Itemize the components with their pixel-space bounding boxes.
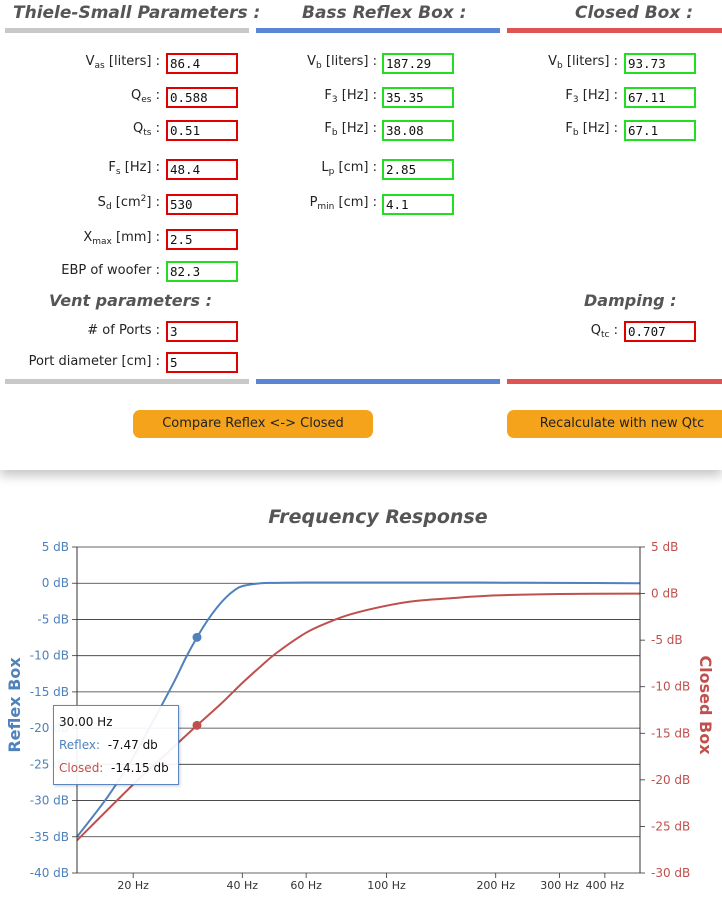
qts-label: Qts : bbox=[133, 121, 160, 138]
y-left-tick-label: -5 dB bbox=[37, 612, 69, 626]
y-right-tick-label: -25 dB bbox=[651, 819, 690, 833]
bass-reflex-title: Bass Reflex Box : bbox=[302, 3, 467, 23]
tooltip-reflex-value: -7.47 db bbox=[107, 738, 158, 752]
vas-input[interactable]: 86.4 bbox=[166, 53, 238, 74]
reflex-f3-label: F3 [Hz] : bbox=[324, 88, 377, 105]
y-left-tick-label: -10 dB bbox=[30, 649, 69, 663]
y-right-tick-label: 0 dB bbox=[651, 587, 678, 601]
y-right-tick-label: 5 dB bbox=[651, 540, 678, 554]
chart-svg: 5 dB 0 dB -5 dB -10 dB -15 dB -20 dB -25 dB -30… bbox=[5, 506, 715, 892]
ebp-label: EBP of woofer : bbox=[61, 263, 160, 278]
pmin-output: 4.1 bbox=[382, 194, 454, 215]
pmin-label: Pmin [cm] : bbox=[309, 195, 377, 212]
reflex-f3-output: 35.35 bbox=[382, 87, 454, 108]
x-tick-label: 100 Hz bbox=[367, 879, 406, 892]
x-tick-label: 40 Hz bbox=[227, 879, 259, 892]
reflex-fb-output: 38.08 bbox=[382, 120, 454, 141]
closed-f3-output: 67.11 bbox=[624, 87, 696, 108]
tooltip-frequency: 30.00 Hz bbox=[59, 715, 113, 729]
frequency-response-chart: 5 dB 0 dB -5 dB -10 dB -15 dB -20 dB -25 dB -30… bbox=[0, 495, 722, 907]
parameters-panel: Thiele-Small Parameters : Bass Reflex Bo… bbox=[5, 3, 722, 438]
vent-parameters-title: Vent parameters : bbox=[49, 291, 213, 310]
thiele-small-title: Thiele-Small Parameters : bbox=[13, 3, 261, 23]
tooltip-closed-value: -14.15 db bbox=[111, 761, 169, 775]
x-tick-label: 20 Hz bbox=[117, 879, 149, 892]
tooltip-reflex-label: Reflex: bbox=[59, 738, 101, 752]
y-left-tick-label: -35 dB bbox=[30, 830, 69, 844]
y-right-tick-label: -15 dB bbox=[651, 726, 690, 740]
y-axis-right-label: Closed Box bbox=[696, 655, 715, 755]
damping-title: Damping : bbox=[584, 291, 677, 310]
lp-label: Lp [cm] : bbox=[321, 160, 377, 177]
vas-label: Vas [liters] : bbox=[85, 54, 160, 71]
reflex-fb-label: Fb [Hz] : bbox=[324, 121, 377, 138]
x-tick-label: 400 Hz bbox=[586, 879, 625, 892]
qtc-input[interactable]: 0.707 bbox=[624, 321, 696, 342]
fs-label: Fs [Hz] : bbox=[108, 160, 160, 177]
reflex-divider bbox=[256, 28, 500, 33]
y-left-tick-label: -15 dB bbox=[30, 685, 69, 699]
lp-output: 2.85 bbox=[382, 159, 454, 180]
tooltip-closed-label: Closed: bbox=[59, 761, 104, 775]
highlight-point-reflex bbox=[192, 632, 202, 642]
qts-input[interactable]: 0.51 bbox=[166, 120, 238, 141]
series-line-closed bbox=[76, 592, 641, 842]
closed-vb-label: Vb [liters] : bbox=[548, 54, 618, 71]
ebp-output: 82.3 bbox=[166, 261, 238, 282]
closed-f3-label: F3 [Hz] : bbox=[565, 88, 618, 105]
chart-tooltip: 30.00 Hz Reflex: -7.47 db Closed: -14.15… bbox=[53, 705, 179, 785]
chart-title: Frequency Response bbox=[268, 506, 487, 528]
y-left-tick-label: 0 dB bbox=[42, 576, 69, 590]
y-right-tick-label: -5 dB bbox=[651, 633, 683, 647]
x-tick-label: 200 Hz bbox=[476, 879, 515, 892]
recalculate-button[interactable]: Recalculate with new Qtc bbox=[507, 410, 722, 438]
tooltip-closed-row: Closed: -14.15 db bbox=[59, 761, 169, 775]
closed-box-title: Closed Box : bbox=[575, 3, 694, 23]
fs-input[interactable]: 48.4 bbox=[166, 159, 238, 180]
closed-fb-label: Fb [Hz] : bbox=[565, 121, 618, 138]
y-right-tick-label: -10 dB bbox=[651, 680, 690, 694]
closed-vb-output: 93.73 bbox=[624, 53, 696, 74]
y-left-tick-label: -40 dB bbox=[30, 866, 69, 880]
highlight-point-closed bbox=[192, 720, 202, 730]
reflex-vb-label: Vb [liters] : bbox=[307, 54, 377, 71]
closed-bottom-divider bbox=[507, 379, 722, 384]
y-left-tick-label: 5 dB bbox=[42, 540, 69, 554]
sd-input[interactable]: 530 bbox=[166, 194, 238, 215]
thiele-bottom-divider bbox=[5, 379, 249, 384]
y-right-tick-label: -30 dB bbox=[651, 866, 690, 880]
reflex-bottom-divider bbox=[256, 379, 500, 384]
thiele-divider bbox=[5, 28, 249, 33]
ports-label: # of Ports : bbox=[87, 323, 160, 338]
qtc-label: Qtc : bbox=[590, 323, 618, 340]
reflex-vb-output: 187.29 bbox=[382, 53, 454, 74]
xmax-label: Xmax [mm] : bbox=[83, 230, 160, 247]
closed-fb-output: 67.1 bbox=[624, 120, 696, 141]
sd-label: Sd [cm2] : bbox=[97, 194, 160, 212]
x-tick-label: 60 Hz bbox=[290, 879, 322, 892]
ports-input[interactable]: 3 bbox=[166, 321, 238, 342]
y-left-tick-label: -30 dB bbox=[30, 794, 69, 808]
compare-button[interactable]: Compare Reflex <-> Closed bbox=[133, 410, 373, 438]
y-right-tick-label: -20 dB bbox=[651, 773, 690, 787]
qes-input[interactable]: 0.588 bbox=[166, 87, 238, 108]
y-axis-left-label: Reflex Box bbox=[5, 657, 24, 753]
tooltip-reflex-row: Reflex: -7.47 db bbox=[59, 738, 158, 752]
port-diameter-input[interactable]: 5 bbox=[166, 352, 238, 373]
x-tick-label: 300 Hz bbox=[540, 879, 579, 892]
closed-divider bbox=[507, 28, 722, 33]
port-diameter-label: Port diameter [cm] : bbox=[28, 354, 160, 369]
xmax-input[interactable]: 2.5 bbox=[166, 229, 238, 250]
qes-label: Qes : bbox=[131, 88, 160, 105]
